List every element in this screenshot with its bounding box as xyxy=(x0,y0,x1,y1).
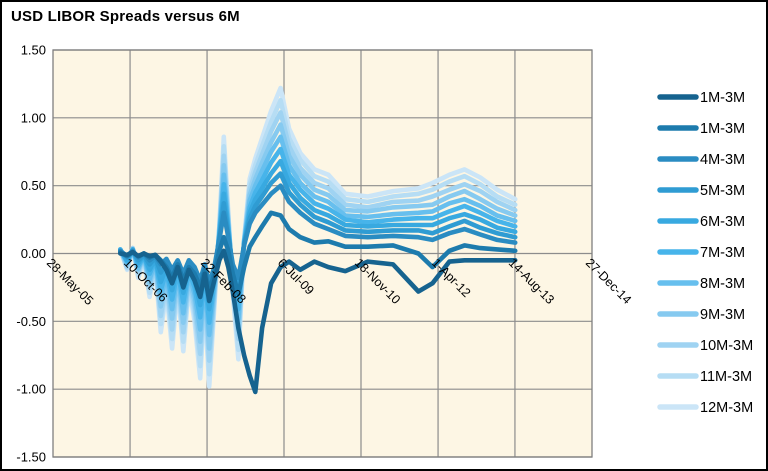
legend-label-7m-3m: 7M-3M xyxy=(700,245,745,261)
legend-label-8m-3m: 8M-3M xyxy=(700,276,745,292)
y-axis-tick-label: 0.50 xyxy=(21,178,46,193)
legend-label-12m-3m: 12M-3M xyxy=(700,400,753,416)
legend-label-4m-3m: 4M-3M xyxy=(700,152,745,168)
y-axis-tick-label: -0.50 xyxy=(16,314,46,329)
legend-label-5m-3m: 5M-3M xyxy=(700,183,745,199)
legend-label-9m-3m: 9M-3M xyxy=(700,307,745,323)
legend-label-10m-3m: 10M-3M xyxy=(700,338,753,354)
y-axis-tick-label: -1.50 xyxy=(16,450,46,465)
chart-title: USD LIBOR Spreads versus 6M xyxy=(11,8,240,25)
y-axis-tick-label: 1.00 xyxy=(21,110,46,125)
legend-label-11m-3m: 11M-3M xyxy=(700,369,752,385)
plot-border xyxy=(52,49,593,458)
series-line-1m-3m xyxy=(118,248,518,395)
y-axis-tick-label: -1.00 xyxy=(16,382,46,397)
legend-label-6m-3m: 6M-3M xyxy=(700,214,745,230)
y-axis-tick-label: 0.00 xyxy=(21,246,46,261)
legend-label-1m-3m: 1M-3M xyxy=(700,90,745,106)
y-axis-tick-label: 1.50 xyxy=(21,43,46,58)
legend-label-1m-3m: 1M-3M xyxy=(700,121,745,137)
